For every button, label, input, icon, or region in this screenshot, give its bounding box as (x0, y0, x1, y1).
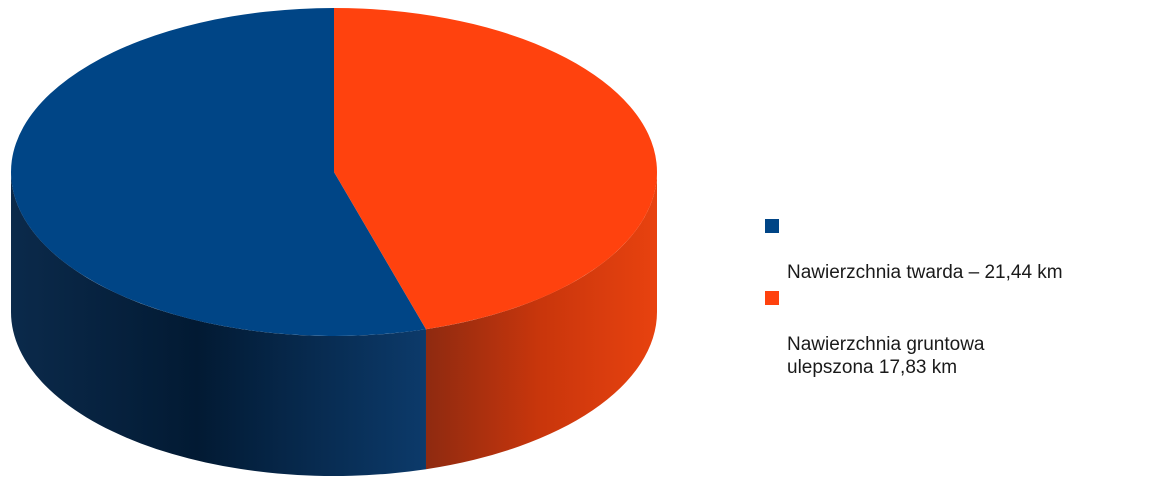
legend-swatch-nawierzchnia-twarda (765, 219, 779, 233)
legend-label-nawierzchnia-gruntowa-ulepszona: Nawierzchnia gruntowa ulepszona 17,83 km (787, 334, 985, 378)
pie-side-nawierzchnia-twarda (11, 172, 426, 476)
pie-slice-nawierzchnia-gruntowa-ulepszona (334, 8, 657, 330)
legend-item-nawierzchnia-twarda: Nawierzchnia twarda – 21,44 km (765, 215, 1160, 284)
pie-side-nawierzchnia-gruntowa-ulepszona (425, 172, 657, 470)
legend: Nawierzchnia twarda – 21,44 km Nawierzch… (765, 215, 1160, 382)
legend-label-nawierzchnia-twarda: Nawierzchnia twarda – 21,44 km (787, 262, 1063, 283)
legend-item-nawierzchnia-gruntowa-ulepszona: Nawierzchnia gruntowa ulepszona 17,83 km (765, 287, 1160, 379)
pie-slice-nawierzchnia-twarda (10, 8, 426, 336)
legend-swatch-nawierzchnia-gruntowa-ulepszona (765, 291, 779, 305)
